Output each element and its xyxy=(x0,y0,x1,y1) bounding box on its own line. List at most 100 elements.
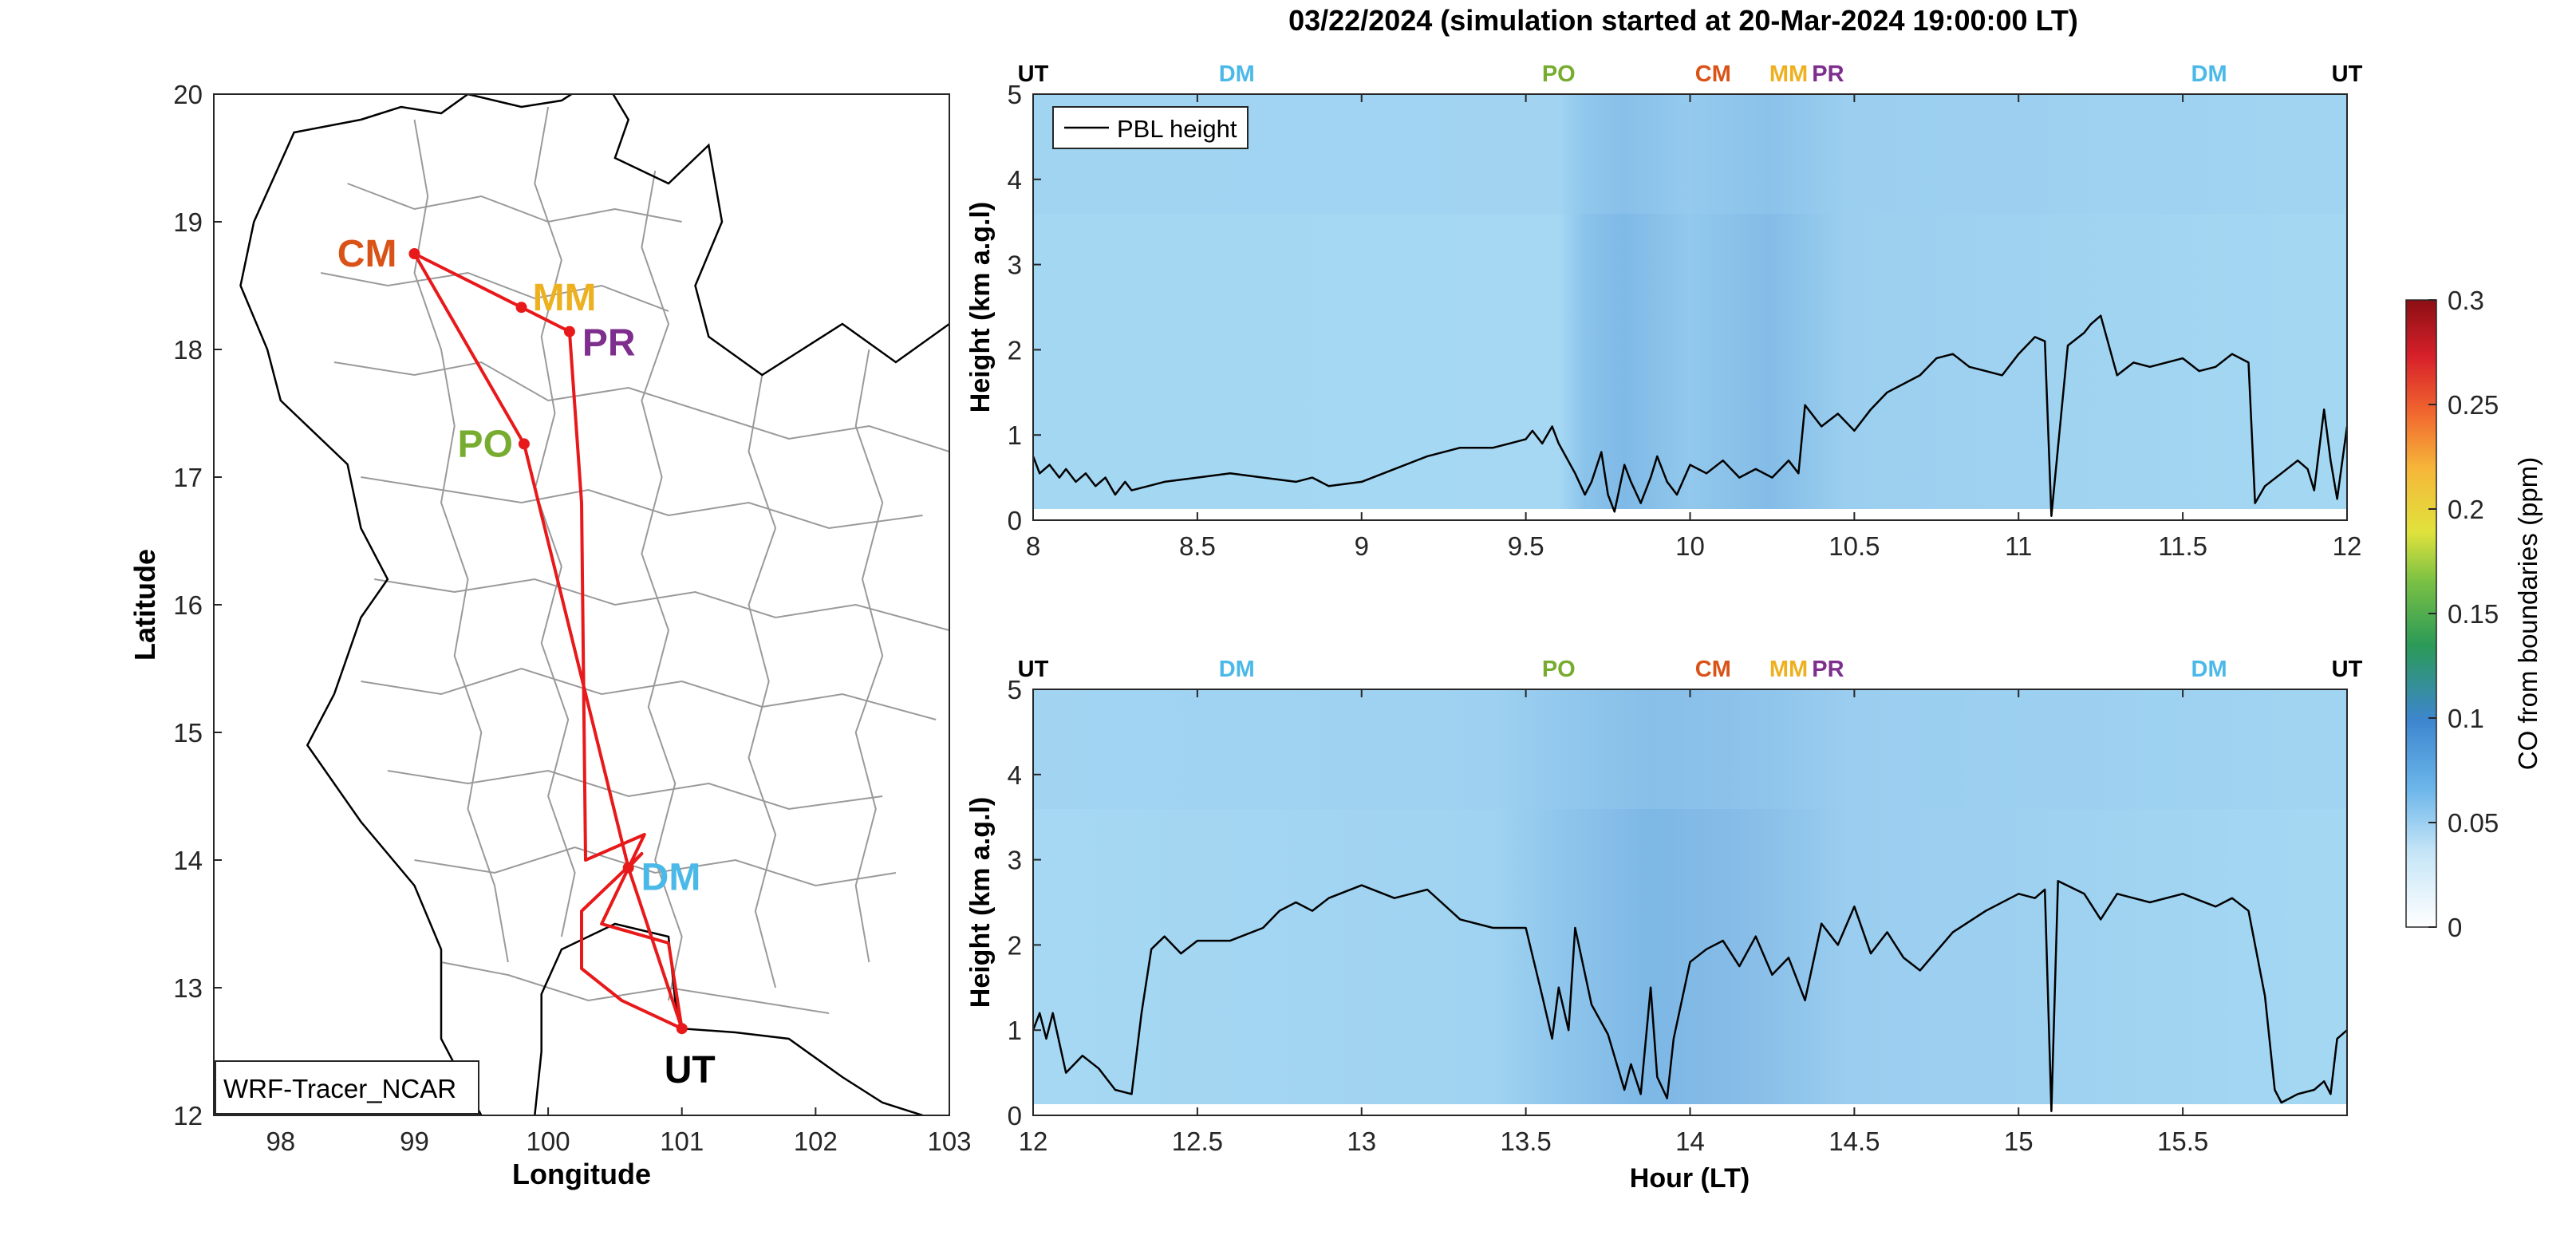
xtick-label: 14 xyxy=(1675,1127,1705,1156)
map-xtick-label: 102 xyxy=(794,1127,838,1156)
ytick-label: 0 xyxy=(1008,1101,1022,1131)
site-marker-ut: UT xyxy=(2332,657,2363,682)
xtick-label: 9.5 xyxy=(1508,531,1544,561)
site-label-pr: PR xyxy=(582,322,636,365)
site-marker-ut: UT xyxy=(1018,657,1049,682)
province-borders xyxy=(320,106,949,1014)
site-marker-dm: DM xyxy=(1219,61,1255,87)
top-site-markers: UT DM PO CM MM PR DM UT xyxy=(1018,61,2363,87)
colorbar: 0 0.05 0.1 0.15 0.2 0.25 0.3 CO from boundarie… xyxy=(2405,286,2542,942)
site-dot-ut xyxy=(676,1023,688,1035)
map-ytick-label: 16 xyxy=(173,590,203,620)
site-marker-po: PO xyxy=(1542,657,1576,682)
colorbar-tick-label: 0.05 xyxy=(2448,808,2499,838)
bottom-pbl-line xyxy=(1032,880,2348,1112)
province-border xyxy=(361,476,923,530)
site-dot-pr xyxy=(563,326,575,337)
top-x-ticks: 8 8.5 9 9.5 10 10.5 11 11.5 12 xyxy=(1026,94,2362,561)
top-ylabel: Height (km a.g.l) xyxy=(965,202,996,412)
site-marker-dm: DM xyxy=(2191,657,2227,682)
site-label-po: PO xyxy=(458,423,513,465)
top-pbl-line xyxy=(1032,314,2349,517)
ytick-label: 5 xyxy=(1008,675,1022,704)
map-ytick-label: 14 xyxy=(173,846,203,875)
map-xtick-label: 99 xyxy=(400,1127,429,1156)
map-xtick-label: 101 xyxy=(660,1127,704,1156)
xtick-label: 15.5 xyxy=(2157,1127,2208,1156)
ytick-label: 1 xyxy=(1008,1016,1022,1045)
colorbar-tick-label: 0 xyxy=(2448,913,2462,942)
bottom-heatmap-upper-shade xyxy=(1033,689,2347,809)
site-dot-po xyxy=(518,438,530,450)
pbl-legend-label: PBL height xyxy=(1117,115,1237,143)
top-heatmap-upper-shade xyxy=(1033,94,2347,214)
province-border xyxy=(347,183,682,223)
province-border xyxy=(374,578,949,631)
site-marker-pr: PR xyxy=(1812,61,1844,87)
map-ytick-label: 19 xyxy=(173,207,203,237)
coastline xyxy=(239,118,483,1115)
xtick-label: 14.5 xyxy=(1828,1127,1880,1156)
colorbar-tick-label: 0.2 xyxy=(2448,495,2484,524)
bottom-xlabel: Hour (LT) xyxy=(1630,1163,1750,1194)
coastline xyxy=(534,922,923,1115)
xtick-label: 12.5 xyxy=(1172,1127,1223,1156)
map-ytick-label: 20 xyxy=(173,80,203,109)
xtick-label: 11 xyxy=(2005,531,2032,561)
province-border xyxy=(748,374,777,989)
top-y-ticks: 0 1 2 3 4 5 xyxy=(1008,80,1041,535)
colorbar-tick-label: 0.3 xyxy=(2448,286,2484,315)
bottom-x-ticks: 12 12.5 13 13.5 14 14.5 15 15.5 xyxy=(1019,689,2208,1156)
ytick-label: 4 xyxy=(1008,165,1022,195)
site-marker-pr: PR xyxy=(1812,657,1844,682)
map-xtick-label: 100 xyxy=(527,1127,570,1156)
xtick-label: 15 xyxy=(2004,1127,2034,1156)
colorbar-ticks: 0 0.05 0.1 0.15 0.2 0.25 0.3 xyxy=(2428,286,2499,942)
ytick-label: 2 xyxy=(1008,335,1022,365)
map-annotation-box xyxy=(215,1060,479,1115)
colorbar-tick-label: 0.25 xyxy=(2448,390,2499,420)
site-marker-mm: MM xyxy=(1769,61,1808,87)
ytick-label: 1 xyxy=(1008,420,1022,450)
site-marker-mm: MM xyxy=(1769,657,1808,682)
site-marker-cm: CM xyxy=(1695,61,1731,87)
province-border xyxy=(534,106,576,937)
coastline xyxy=(361,94,949,377)
province-border xyxy=(333,361,949,452)
xtick-label: 8 xyxy=(1026,531,1040,561)
site-label-cm: CM xyxy=(337,233,397,275)
flight-route xyxy=(412,252,684,1031)
map-ytick-label: 15 xyxy=(173,718,203,748)
xtick-label: 13 xyxy=(1347,1127,1376,1156)
site-dot-dm xyxy=(622,862,634,874)
figure-title: 03/22/2024 (simulation started at 20-Mar… xyxy=(1288,4,2078,37)
ytick-label: 4 xyxy=(1008,760,1022,790)
site-dot-cm xyxy=(408,248,420,259)
top-heatmap xyxy=(1033,94,2347,515)
colorbar-tick-label: 0.1 xyxy=(2448,704,2484,733)
map-ylabel: Latitude xyxy=(128,549,161,661)
map-ytick-label: 13 xyxy=(173,973,203,1003)
province-border xyxy=(440,961,830,1014)
site-label-dm: DM xyxy=(641,857,701,899)
xtick-label: 12 xyxy=(2333,531,2362,561)
colorbar-label: CO from boundaries (ppm) xyxy=(2513,457,2542,770)
xtick-label: 10.5 xyxy=(1828,531,1880,561)
map-xtick-label: 98 xyxy=(266,1127,295,1156)
map-y-ticks: 12 13 14 15 16 17 18 19 20 xyxy=(173,80,222,1131)
map-ytick-label: 17 xyxy=(173,463,203,492)
colorbar-tick-label: 0.15 xyxy=(2448,599,2499,629)
map-ytick-label: 12 xyxy=(173,1101,203,1131)
map-xlabel: Longitude xyxy=(512,1158,651,1190)
site-marker-ut: UT xyxy=(2332,61,2363,87)
province-border xyxy=(854,349,884,963)
country-outline xyxy=(239,94,949,1115)
site-dot-mm xyxy=(515,302,527,314)
bottom-heatmap xyxy=(1033,689,2347,1110)
ytick-label: 3 xyxy=(1008,251,1022,280)
site-marker-po: PO xyxy=(1542,61,1576,87)
xtick-label: 10 xyxy=(1675,531,1705,561)
